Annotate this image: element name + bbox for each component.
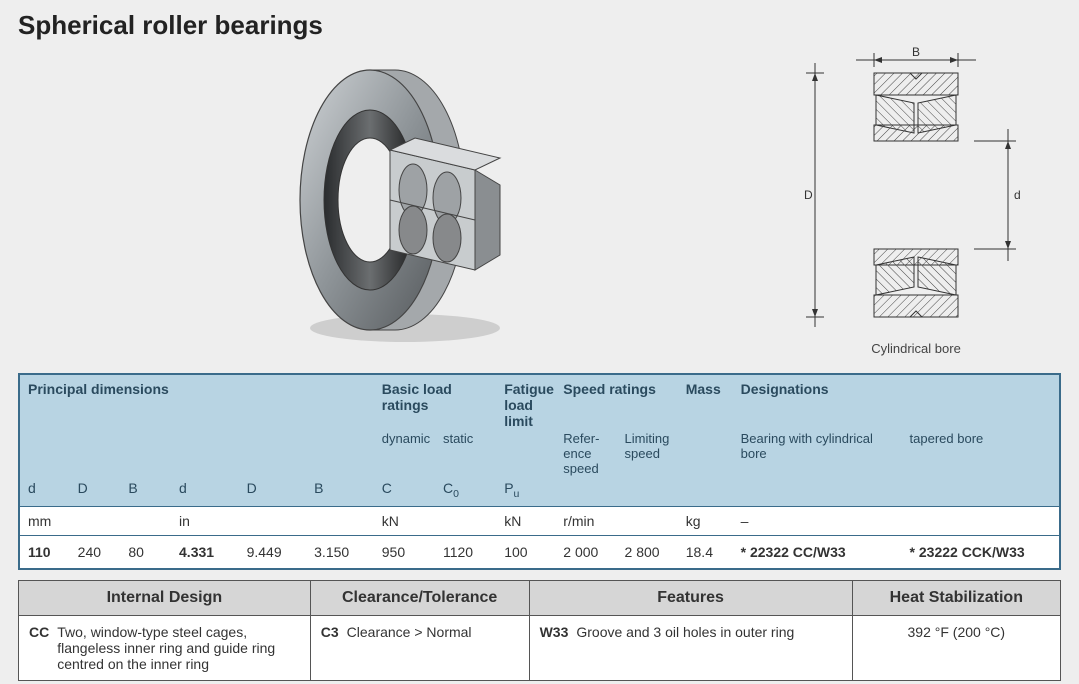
features-text: Groove and 3 oil holes in outer ring <box>576 624 794 640</box>
dim-d-label: d <box>1014 188 1021 202</box>
clearance-code: C3 <box>321 624 339 640</box>
val-D-in: 9.449 <box>239 535 307 569</box>
cell-heat: 392 °F (200 °C) <box>852 615 1060 680</box>
unit-kg: kg <box>678 506 733 535</box>
val-B-mm: 80 <box>120 535 171 569</box>
hdr-clearance: Clearance/Tolerance <box>310 580 529 615</box>
sym-d2: d <box>171 478 239 506</box>
val-Pu: 100 <box>496 535 555 569</box>
features-code: W33 <box>540 624 569 640</box>
table-header-symbol-row: d D B d D B C C0 Pu <box>19 478 1060 506</box>
features-table: Internal Design Clearance/Tolerance Feat… <box>18 580 1061 681</box>
diagram-caption: Cylindrical bore <box>871 341 961 356</box>
val-C0: 1120 <box>435 535 496 569</box>
cell-internal-design: CC Two, window-type steel cages, flangel… <box>19 615 311 680</box>
cell-clearance: C3 Clearance > Normal <box>310 615 529 680</box>
sym-D2: D <box>239 478 307 506</box>
internal-code: CC <box>29 624 49 672</box>
unit-kN2: kN <box>496 506 555 535</box>
bearing-3d-icon <box>265 60 525 350</box>
dim-B-label: B <box>912 45 920 59</box>
hdr-dynamic: dynamic <box>374 431 435 478</box>
val-D-mm: 240 <box>70 535 121 569</box>
sym-Pu: Pu <box>496 478 555 506</box>
table-header-sub-row: dynamic static Refer-ence speed Limiting… <box>19 431 1060 478</box>
hdr-internal-design: Internal Design <box>19 580 311 615</box>
unit-rmin: r/min <box>555 506 677 535</box>
val-B-in: 3.150 <box>306 535 374 569</box>
page-title: Spherical roller bearings <box>18 10 1061 41</box>
unit-kN: kN <box>374 506 496 535</box>
val-d-in: 4.331 <box>171 535 239 569</box>
hdr-mass: Mass <box>678 374 733 431</box>
sym-C: C <box>374 478 435 506</box>
top-illustration-area: B D d <box>18 45 1061 365</box>
val-speed-lim: 2 800 <box>617 535 678 569</box>
clearance-text: Clearance > Normal <box>347 624 472 640</box>
unit-mm: mm <box>19 506 171 535</box>
unit-in: in <box>171 506 374 535</box>
val-mass: 18.4 <box>678 535 733 569</box>
unit-dash: – <box>733 506 1060 535</box>
hdr-desig-tap: tapered bore <box>902 431 1060 478</box>
table-data-row: 110 240 80 4.331 9.449 3.150 950 1120 10… <box>19 535 1060 569</box>
sym-C0: C0 <box>435 478 496 506</box>
hdr-features: Features <box>529 580 852 615</box>
features-data-row: CC Two, window-type steel cages, flangel… <box>19 615 1061 680</box>
val-C: 950 <box>374 535 435 569</box>
sym-d: d <box>19 478 70 506</box>
bearing-cross-section: B D d <box>771 45 1061 365</box>
val-desig-cyl: * 22322 CC/W33 <box>733 535 902 569</box>
cell-features: W33 Groove and 3 oil holes in outer ring <box>529 615 852 680</box>
hdr-designations: Designations <box>733 374 1060 431</box>
dimensions-table: Principal dimensions Basic load ratings … <box>18 373 1061 570</box>
dim-D-label: D <box>804 188 813 202</box>
sym-B: B <box>120 478 171 506</box>
hdr-principal-dimensions: Principal dimensions <box>19 374 374 431</box>
hdr-speed-lim: Limiting speed <box>617 431 678 478</box>
table-units-row: mm in kN kN r/min kg – <box>19 506 1060 535</box>
hdr-heat: Heat Stabilization <box>852 580 1060 615</box>
val-speed-ref: 2 000 <box>555 535 616 569</box>
features-header-row: Internal Design Clearance/Tolerance Feat… <box>19 580 1061 615</box>
hdr-speed: Speed ratings <box>555 374 677 431</box>
bearing-render <box>18 45 771 365</box>
hdr-fatigue: Fatigue load limit <box>496 374 555 431</box>
cross-section-icon: B D d <box>786 45 1046 335</box>
sym-D: D <box>70 478 121 506</box>
val-d-mm: 110 <box>19 535 70 569</box>
hdr-speed-ref: Refer-ence speed <box>555 431 616 478</box>
hdr-static: static <box>435 431 496 478</box>
val-desig-tap: * 23222 CCK/W33 <box>902 535 1060 569</box>
hdr-basic-load: Basic load ratings <box>374 374 496 431</box>
internal-text: Two, window-type steel cages, flangeless… <box>57 624 300 672</box>
sym-B2: B <box>306 478 374 506</box>
table-header-group-row: Principal dimensions Basic load ratings … <box>19 374 1060 431</box>
hdr-desig-cyl: Bearing with cylindrical bore <box>733 431 902 478</box>
